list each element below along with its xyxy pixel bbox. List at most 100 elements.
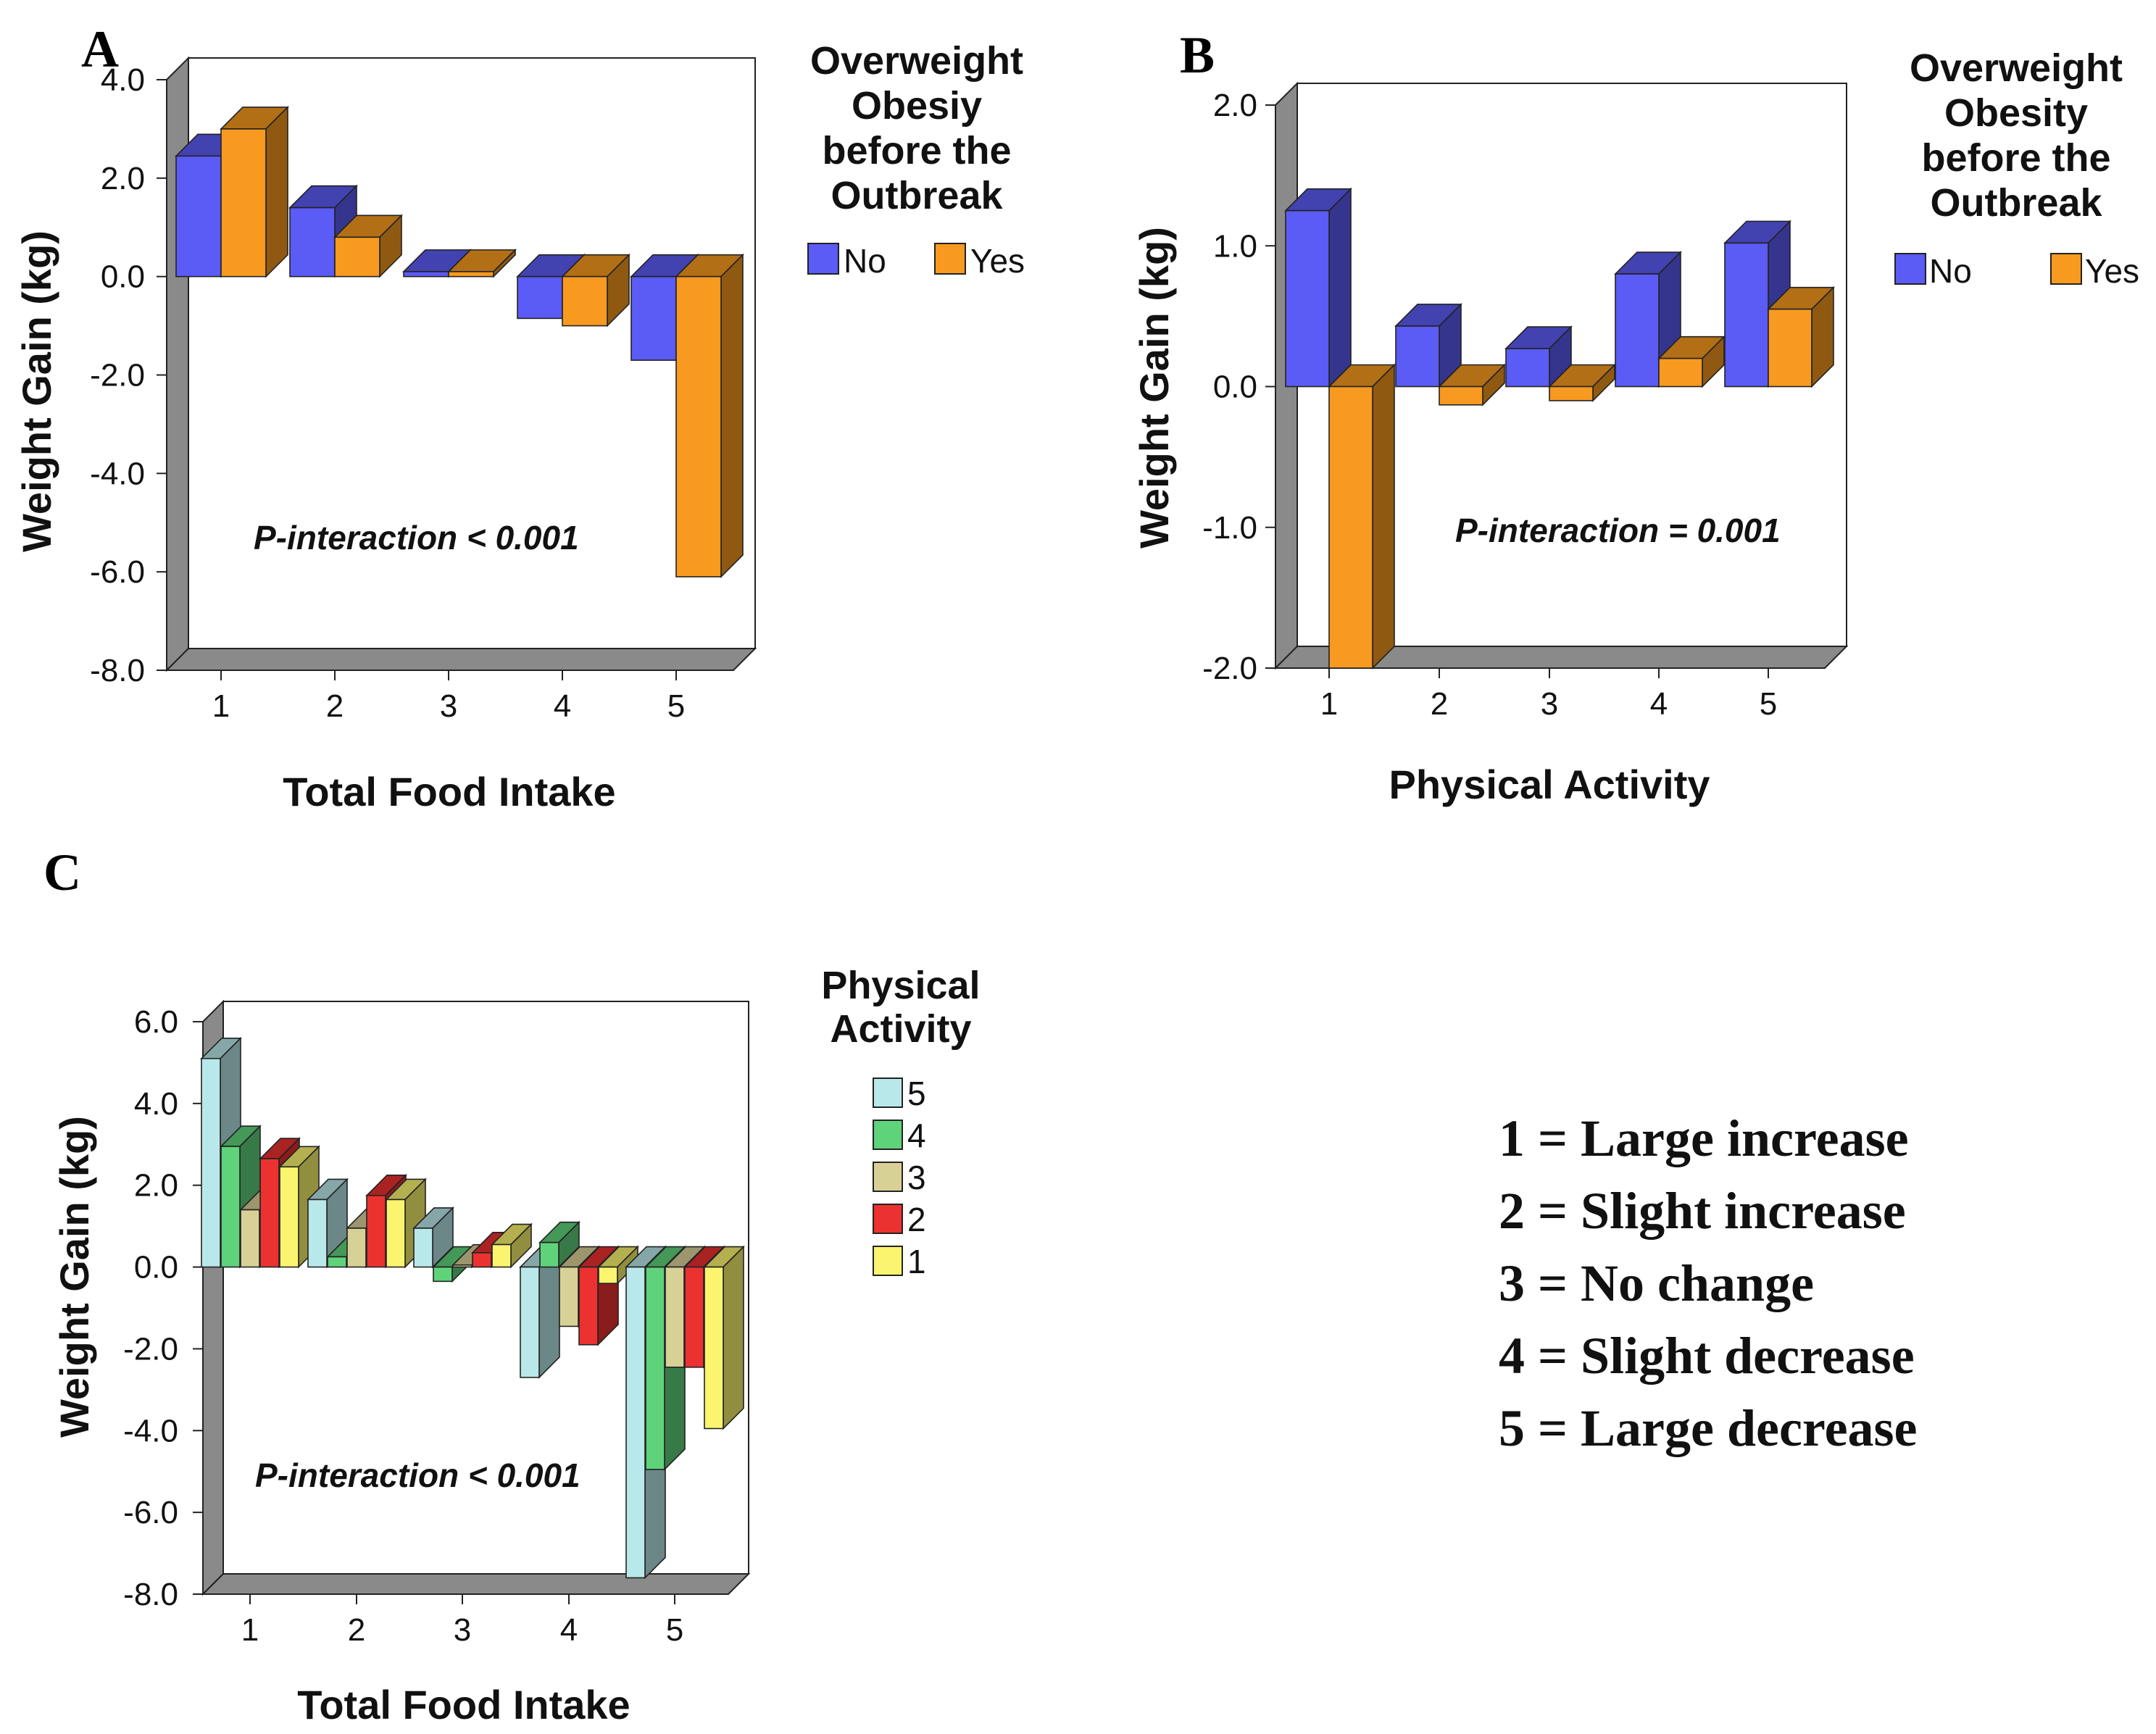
x-tick-label: 5 (1760, 686, 1777, 722)
bar-front-face (289, 207, 336, 278)
panel-a-floor (165, 648, 757, 671)
x-tick-label: 4 (1650, 686, 1668, 722)
y-tick-label: -4.0 (123, 1413, 178, 1449)
panel-b-legend-title-2: Obesity (1944, 91, 2088, 135)
y-tick-label: -2.0 (123, 1331, 178, 1367)
y-tick-label: -2.0 (1202, 651, 1257, 686)
bar-front-face (1505, 348, 1550, 388)
y-tick-label: -1.0 (1202, 510, 1257, 546)
bar-front-face (665, 1266, 685, 1368)
bar-front-face (598, 1266, 618, 1284)
panel-c-floor (201, 1573, 751, 1595)
bar-b-cat1-no (1284, 187, 1352, 388)
panel-b-floor (1273, 646, 1849, 669)
bar-front-face (1549, 385, 1594, 401)
panel-b-y-axis-title: Weight Gain (kg) (1131, 227, 1177, 549)
bar-front-face (334, 236, 380, 278)
bar-a-cat4-yes (561, 253, 630, 328)
bar-c-cat5-1 (703, 1245, 745, 1430)
bar-front-face (366, 1195, 386, 1268)
chart-panel-b: 2.0 1.0 0.0 -1.0 -2.0 1 2 3 4 5 (1202, 81, 1849, 722)
panel-a-legend: Overweight Obesiy before the Outbreak No… (807, 39, 1025, 280)
x-tick-label: 2 (348, 1612, 365, 1648)
panel-b-legend-title-1: Overweight (1910, 46, 2123, 90)
bar-c-cat3-1 (491, 1222, 533, 1269)
bar-front-face (452, 1264, 473, 1268)
bar-front-face (684, 1266, 704, 1368)
bar-a-cat3-yes (447, 248, 517, 278)
bar-front-face (307, 1199, 328, 1268)
y-tick-label: -8.0 (90, 653, 145, 688)
bar-front-face (240, 1209, 260, 1268)
bar-front-face (630, 275, 677, 361)
x-tick-label: 5 (667, 688, 685, 724)
x-tick-label: 1 (241, 1612, 259, 1648)
bar-b-cat4-yes (1657, 335, 1726, 388)
panel-c-legend-label-4: 4 (907, 1117, 926, 1154)
code-legend-2: 2 = Slight increase (1499, 1182, 1906, 1240)
bar-front-face (578, 1266, 599, 1346)
panel-b-legend-label-yes: Yes (2085, 252, 2139, 290)
panel-a-p-interaction: P-interaction < 0.001 (254, 519, 579, 557)
panel-b-legend: Overweight Obesity before the Outbreak N… (1894, 46, 2139, 290)
bar-front-face (433, 1266, 453, 1283)
bar-front-face (491, 1243, 512, 1268)
panel-b-legend-title-3: before the (1921, 136, 2110, 180)
bar-front-face (1439, 385, 1483, 406)
x-tick-label: 2 (326, 688, 344, 724)
bar-b-cat3-no (1504, 325, 1573, 388)
x-tick-label: 4 (554, 688, 571, 724)
y-tick-label: -2.0 (90, 358, 145, 393)
x-tick-label: 5 (666, 1612, 683, 1648)
panel-c-legend-title-2: Activity (830, 1007, 971, 1051)
x-tick-label: 1 (212, 688, 230, 724)
bar-front-face (403, 271, 449, 278)
panel-a-legend-title-2: Obesiy (852, 84, 982, 128)
y-tick-label: 0.0 (101, 259, 145, 295)
panel-c-legend-label-1: 1 (907, 1243, 926, 1280)
bar-front-face (279, 1166, 299, 1268)
y-tick-label: 1.0 (1213, 228, 1257, 264)
bar-front-face (675, 275, 722, 578)
code-legend-1: 1 = Large increase (1499, 1109, 1909, 1167)
panel-c-legend-swatch-5 (873, 1078, 903, 1108)
bar-side-face (1328, 187, 1352, 388)
panel-a-y-axis-title: Weight Gain (kg) (14, 230, 59, 552)
y-tick-label: 2.0 (101, 161, 145, 196)
panel-a-legend-label-yes: Yes (970, 242, 1025, 280)
bar-front-face (1768, 308, 1812, 388)
bar-front-face (220, 128, 267, 278)
panel-b-legend-title-4: Outbreak (1930, 181, 2102, 225)
panel-b-legend-label-no: No (1929, 252, 1972, 290)
bar-b-cat2-yes (1438, 363, 1506, 407)
y-tick-label: 0.0 (1213, 370, 1257, 405)
bar-b-cat3-yes (1548, 363, 1616, 402)
panel-c-legend-swatch-4 (873, 1120, 903, 1150)
bar-front-face (645, 1266, 665, 1470)
bar-front-face (539, 1241, 559, 1268)
bar-front-face (386, 1199, 406, 1268)
bar-front-face (448, 271, 494, 278)
bar-b-cat2-no (1394, 303, 1462, 388)
x-tick-label: 3 (440, 688, 457, 724)
panel-a-legend-label-no: No (844, 242, 886, 280)
panel-c-legend-swatch-2 (873, 1204, 903, 1234)
panel-b-legend-swatch-yes (2050, 253, 2082, 285)
panel-c-legend-swatch-1 (873, 1246, 903, 1276)
bar-front-face (259, 1158, 280, 1268)
bar-front-face (559, 1266, 579, 1327)
code-legend-4: 4 = Slight decrease (1499, 1327, 1915, 1385)
panel-a-legend-title-4: Outbreak (831, 174, 1003, 217)
y-tick-label: -6.0 (90, 554, 145, 590)
chart-panel-c: 6.0 4.0 2.0 0.0 -2.0 -4.0 -6.0 -8.0 1 2 3 4 5 (123, 999, 751, 1648)
bar-side-face (1372, 363, 1395, 670)
panel-c-y-axis-title: Weight Gain (kg) (51, 1116, 97, 1438)
panel-c-legend-swatch-3 (873, 1162, 903, 1192)
y-tick-label: -8.0 (123, 1577, 178, 1612)
x-tick-label: 4 (560, 1612, 578, 1648)
panel-c-legend: Physical Activity 5 4 3 2 1 (821, 964, 980, 1280)
bar-front-face (201, 1057, 221, 1268)
panel-a-legend-title-3: before the (822, 129, 1011, 172)
bar-front-face (472, 1252, 492, 1268)
